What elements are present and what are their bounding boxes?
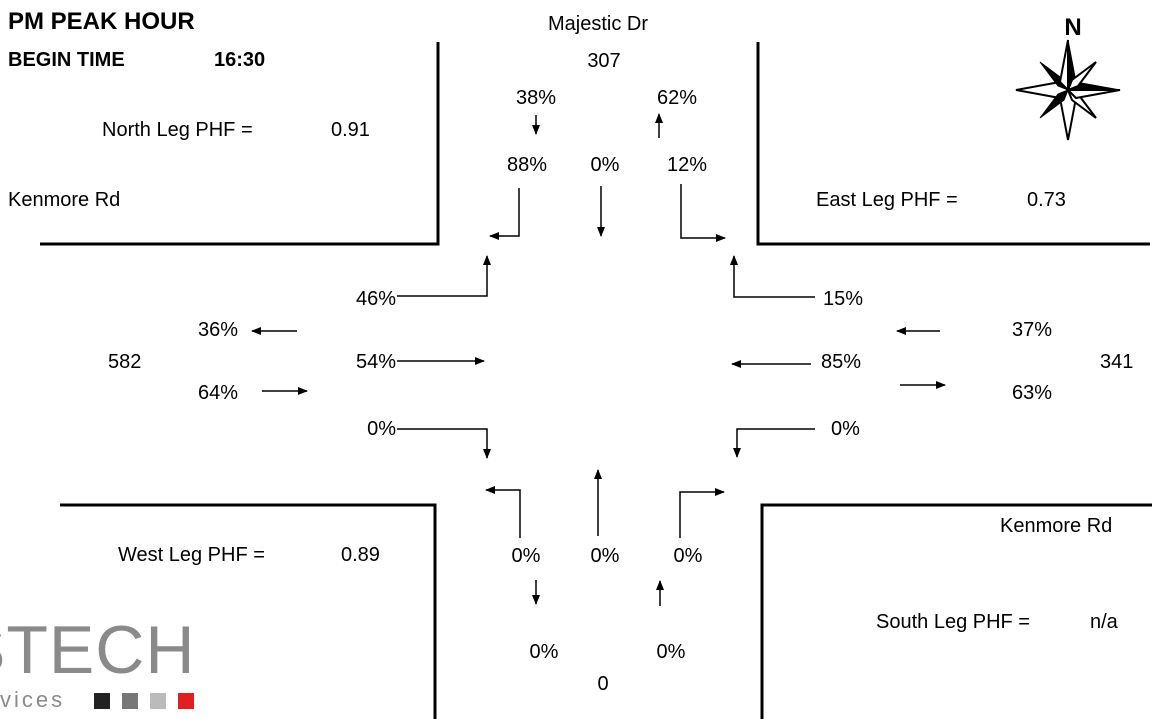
curb-southwest (60, 503, 437, 719)
north-left-pct: 12% (666, 154, 708, 176)
curb-northwest (40, 42, 440, 246)
curb-southeast (760, 503, 1152, 719)
logo-square-3 (150, 693, 166, 709)
north-thru-pct: 0% (590, 154, 620, 176)
street-north: Majestic Dr (547, 13, 649, 35)
north-right-turn-arrow (489, 188, 520, 240)
south-total: 0 (597, 673, 609, 695)
north-left-turn-arrow (680, 184, 726, 242)
south-in-pct: 0% (656, 641, 686, 663)
curb-northeast (756, 42, 1150, 246)
north-phf-value: 0.91 (331, 119, 370, 141)
logo-square-2 (122, 693, 138, 709)
west-total: 582 (108, 351, 142, 373)
logo-square-1 (94, 693, 110, 709)
west-left-pct: 46% (355, 288, 396, 310)
compass-label: N (1064, 14, 1082, 41)
west-left-turn-arrow (397, 255, 491, 297)
east-out-pct: 63% (1012, 382, 1053, 404)
south-left-turn-arrow (485, 486, 521, 538)
south-right-turn-arrow (679, 488, 725, 538)
west-out-pct: 36% (197, 319, 238, 341)
logo-square-4 (178, 693, 194, 709)
south-thru-pct: 0% (590, 545, 620, 567)
north-out-pct: 38% (515, 87, 557, 109)
east-right-pct: 15% (823, 288, 864, 310)
north-in-pct: 62% (656, 87, 698, 109)
west-right-pct: 0% (367, 418, 396, 440)
south-right-pct: 0% (673, 545, 703, 567)
east-total: 341 (1100, 351, 1134, 373)
street-west: Kenmore Rd (8, 189, 121, 211)
east-left-turn-arrow (733, 428, 815, 458)
east-thru-pct: 85% (821, 351, 862, 373)
begin-time-value: 16:30 (214, 49, 266, 71)
east-phf-value: 0.73 (1027, 189, 1066, 211)
logo-wordmark: STECH (0, 616, 196, 688)
north-phf-label: North Leg PHF = (102, 119, 253, 141)
west-phf-label: West Leg PHF = (118, 544, 265, 566)
north-total: 307 (587, 50, 621, 72)
begin-time-label: BEGIN TIME (8, 49, 125, 71)
east-in-pct: 37% (1012, 319, 1053, 341)
compass-rose-icon (1015, 39, 1121, 141)
west-in-pct: 64% (197, 382, 238, 404)
street-east: Kenmore Rd (1000, 515, 1113, 537)
south-out-pct: 0% (529, 641, 559, 663)
east-left-pct: 0% (831, 418, 860, 440)
east-right-turn-arrow (730, 255, 815, 298)
west-phf-value: 0.89 (341, 544, 380, 566)
south-left-pct: 0% (511, 545, 541, 567)
logo-subtext: vices (0, 687, 66, 712)
west-thru-pct: 54% (355, 351, 396, 373)
company-logo: STECH vices (0, 616, 215, 719)
west-right-turn-arrow (397, 428, 491, 459)
south-phf-label: South Leg PHF = (876, 611, 1030, 633)
curb-lines (40, 42, 1152, 719)
north-right-pct: 88% (506, 154, 548, 176)
page-title: PM PEAK HOUR (8, 8, 195, 35)
east-phf-label: East Leg PHF = (816, 189, 958, 211)
south-phf-value: n/a (1090, 611, 1118, 633)
